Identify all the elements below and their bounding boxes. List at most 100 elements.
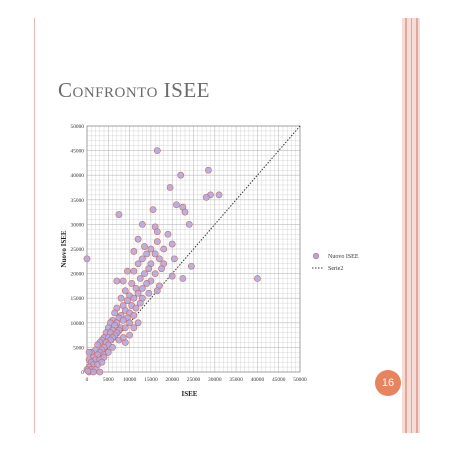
y-tick-label: 0 (81, 370, 84, 376)
data-point (119, 277, 127, 285)
page-number-badge: 16 (375, 370, 401, 396)
data-point (115, 211, 123, 218)
data-point (136, 299, 144, 307)
data-point (130, 294, 138, 302)
data-point (128, 280, 136, 287)
data-point (145, 265, 153, 273)
data-point (109, 343, 116, 351)
data-point (141, 243, 148, 250)
data-point (143, 250, 151, 258)
data-point (185, 220, 193, 228)
data-point (205, 166, 212, 174)
data-point (130, 267, 138, 275)
plot-frame (86, 125, 301, 373)
y-tick-label: 10000 (71, 321, 85, 327)
data-point (98, 358, 106, 366)
data-point (124, 297, 131, 305)
y-tick-label: 35000 (71, 198, 85, 204)
legend-label: Nuovo ISEE (328, 254, 359, 260)
data-point (160, 245, 168, 253)
y-tick-label: 30000 (71, 222, 85, 228)
data-point (136, 275, 144, 282)
data-point (96, 368, 104, 376)
slide-title: Confronto ISEE (58, 78, 210, 102)
y-tick-label: 25000 (71, 247, 85, 253)
data-point (117, 294, 125, 302)
data-point (130, 324, 138, 332)
diagonal-series-line (86, 125, 301, 373)
data-point (215, 191, 223, 199)
data-point (104, 348, 112, 356)
data-point (177, 171, 185, 179)
x-tick-label: 0 (86, 377, 89, 383)
data-point (173, 201, 180, 209)
decoration-stripe (416, 18, 418, 433)
slide-left-rule (34, 18, 35, 433)
x-tick-label: 45000 (272, 377, 286, 383)
x-tick-label: 15000 (144, 377, 158, 383)
legend-label: Serie2 (328, 266, 343, 272)
y-axis-label: Nuovo ISEE (60, 230, 68, 267)
data-point (126, 331, 134, 339)
data-point (181, 208, 189, 216)
data-point (253, 275, 261, 282)
data-point (126, 319, 134, 327)
data-point (153, 228, 161, 236)
x-tick-label: 40000 (251, 377, 265, 383)
data-point (85, 348, 93, 356)
data-point (111, 309, 119, 317)
data-point (145, 289, 153, 297)
data-point (119, 334, 127, 341)
y-tick-label: 40000 (71, 173, 85, 179)
data-point (132, 304, 140, 312)
data-point (143, 280, 151, 287)
data-point (141, 270, 148, 277)
data-point (187, 262, 195, 270)
data-point (153, 287, 161, 295)
y-tick-label: 50000 (71, 124, 85, 130)
data-point (179, 275, 187, 282)
x-tick-label: 10000 (123, 377, 137, 383)
y-tick-label: 5000 (73, 345, 84, 351)
data-point (84, 367, 92, 375)
data-point (124, 267, 131, 275)
y-tick-label: 20000 (71, 272, 85, 278)
data-point (130, 248, 138, 255)
data-point (134, 319, 142, 327)
y-tick-label: 45000 (71, 149, 85, 155)
x-tick-label: 25000 (187, 377, 201, 383)
y-tick-label: 15000 (71, 296, 85, 302)
data-point (147, 245, 155, 253)
data-point (89, 368, 97, 376)
data-point (113, 277, 121, 285)
data-point (170, 255, 178, 263)
slide-right-decoration (402, 18, 420, 433)
decoration-stripe (411, 18, 412, 433)
data-point (151, 250, 159, 258)
data-point (156, 255, 163, 263)
data-point (138, 284, 146, 292)
data-point (119, 316, 127, 324)
x-tick-label: 50000 (293, 377, 307, 383)
x-tick-label: 30000 (208, 377, 222, 383)
data-point (202, 193, 210, 201)
x-axis-label: ISEE (182, 390, 198, 398)
x-tick-label: 20000 (165, 377, 179, 383)
data-point (164, 230, 172, 238)
legend-marker (312, 252, 320, 260)
data-point (168, 272, 176, 280)
x-tick-label: 35000 (229, 377, 243, 383)
data-point (83, 255, 91, 263)
data-point (138, 220, 146, 228)
data-point (149, 206, 157, 214)
data-point (121, 324, 129, 332)
data-point (166, 184, 174, 191)
data-point (138, 255, 146, 263)
data-point (134, 289, 142, 297)
data-point (121, 287, 129, 295)
data-point (168, 240, 176, 248)
data-point (151, 270, 159, 277)
data-point (153, 147, 161, 154)
data-point (130, 312, 138, 319)
